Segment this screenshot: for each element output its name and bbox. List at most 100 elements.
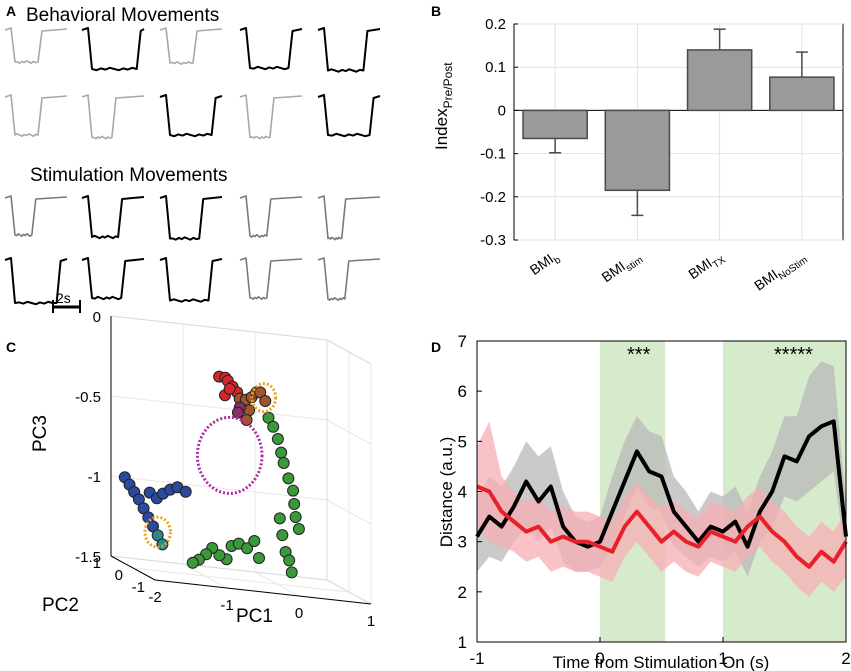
y-tick-label: 0.2	[485, 16, 506, 33]
x-tick-label-main: BMI	[599, 258, 629, 285]
bar-TX	[686, 49, 753, 112]
pc-point-brown	[259, 394, 272, 407]
panel-c-points	[118, 370, 305, 579]
x-tick-label-main: BMI	[751, 266, 781, 293]
pc-point-red	[223, 382, 236, 395]
pc3-tick-label: -1	[88, 469, 101, 486]
series-line-red	[476, 484, 848, 569]
panel-c-rings	[143, 382, 278, 549]
pc2-tick-label: -1	[132, 579, 145, 596]
pc-point-green	[288, 498, 301, 510]
panel-b-y-ticks: -0.3 -0.2 -0.1 0 0.1 0.2	[480, 16, 518, 249]
pc3-tick-label: -0.5	[75, 389, 101, 406]
panel-d-ylabel: Distance (a.u.)	[437, 437, 456, 548]
movement-trace	[239, 257, 303, 300]
y-tick-label: -0.3	[480, 232, 506, 249]
movement-trace	[4, 257, 68, 306]
x-tick-label-main: BMI	[527, 251, 557, 278]
x-tick-label: BMITX	[685, 247, 728, 285]
pc2-tick-label: 1	[93, 555, 101, 572]
panel-d-letter: D	[431, 339, 441, 355]
y-tick-label: 6	[458, 382, 467, 401]
box-edge	[326, 339, 372, 365]
y-tick-label: 0.1	[485, 59, 506, 76]
sig-stars-second: *****	[774, 344, 813, 366]
panel-a: A Behavioral Movements Stimulation Movem…	[4, 3, 381, 313]
box-edge	[326, 579, 372, 605]
panel-c: C 0-0.5-1-1.5-2 -1 0 110-1 PC3 PC1 PC2	[6, 309, 375, 630]
trajectory-ring	[143, 515, 172, 549]
panel-a-letter: A	[6, 3, 16, 19]
y-tick-label: 2	[458, 583, 467, 602]
pc-point-green	[283, 554, 296, 567]
movement-trace	[159, 27, 223, 65]
movement-trace	[4, 27, 68, 64]
pc-point-green	[213, 549, 226, 562]
bar-b	[522, 109, 588, 140]
movement-trace	[81, 94, 145, 140]
pc-point-green	[276, 529, 289, 542]
pc2-axis-line	[110, 555, 156, 581]
pc1-axis-line	[154, 579, 372, 605]
panel-b-ylabel-sub: Pre/Post	[441, 62, 455, 109]
trajectory-ring	[250, 382, 278, 414]
pc-point-green	[273, 512, 286, 525]
movement-trace	[317, 257, 381, 301]
error-band-red	[477, 421, 846, 597]
wall-grid	[110, 395, 328, 421]
y-tick-label: 5	[458, 432, 467, 451]
y-tick-label: -0.1	[480, 146, 506, 163]
pc-point-green	[282, 472, 295, 485]
pc1-axis-label: PC1	[236, 606, 273, 627]
y-tick-label: -0.2	[480, 189, 506, 206]
y-tick-label: 1	[458, 633, 467, 652]
y-tick-label: 3	[458, 533, 467, 552]
pc2-axis-label: PC2	[42, 595, 79, 616]
x-tick-label-main: BMI	[685, 255, 715, 282]
stimulation-movements-title: Stimulation Movements	[30, 165, 227, 186]
movement-trace	[239, 27, 303, 71]
movement-trace	[4, 195, 68, 237]
movement-trace	[239, 94, 303, 140]
panel-d-ticks: -1 0 1 2 1 2 3 4 5 6 7	[458, 332, 851, 668]
pc1-tick-label: -1	[220, 597, 233, 614]
movement-trace	[81, 257, 145, 301]
movement-trace	[159, 94, 223, 138]
x-tick-label: BMIstim	[599, 247, 646, 288]
box-edge	[110, 315, 328, 341]
pc-point-green	[248, 535, 261, 547]
movement-trace	[317, 94, 381, 138]
pc-point-green	[289, 510, 302, 523]
panel-b-ylabel: IndexPre/Post	[432, 62, 455, 150]
pc-point-green	[186, 556, 199, 569]
y-tick-label: 4	[458, 483, 467, 502]
pc-point-green	[241, 542, 254, 555]
pc-point-green	[292, 523, 305, 535]
y-tick-label: 7	[458, 332, 467, 351]
pc-point-green	[277, 457, 290, 469]
x-tick-label: 2	[841, 649, 850, 668]
panel-c-ticks: 0-0.5-1-1.5-2 -1 0 110-1	[75, 309, 375, 630]
movement-traces	[4, 27, 381, 306]
movement-trace	[159, 257, 223, 303]
sig-stars-first: ***	[627, 344, 651, 366]
panel-c-letter: C	[6, 339, 16, 355]
movement-trace	[81, 195, 145, 240]
movement-trace	[317, 195, 381, 241]
movement-trace	[81, 27, 145, 72]
x-tick-label: -1	[469, 649, 484, 668]
movement-trace	[239, 195, 303, 238]
pc2-tick-label: 0	[115, 567, 123, 584]
wall-grid	[326, 419, 372, 445]
series-line-black	[475, 419, 848, 549]
movement-trace	[317, 27, 381, 73]
movement-trace	[4, 94, 68, 137]
panel-d: D -1 0 1 2 1 2 3 4 5 6 7 *** ***** Time from Stimu…	[431, 332, 851, 671]
pc1-tick-label: -2	[148, 589, 161, 606]
pc1-tick-label: 1	[367, 613, 375, 630]
x-tick-label-sub: NoStim	[777, 255, 810, 283]
pc3-tick-label: -1.5	[75, 549, 101, 566]
pc-point-green	[253, 552, 265, 564]
panel-c-3d-box	[110, 315, 372, 605]
x-tick-label: BMIb	[527, 247, 564, 281]
